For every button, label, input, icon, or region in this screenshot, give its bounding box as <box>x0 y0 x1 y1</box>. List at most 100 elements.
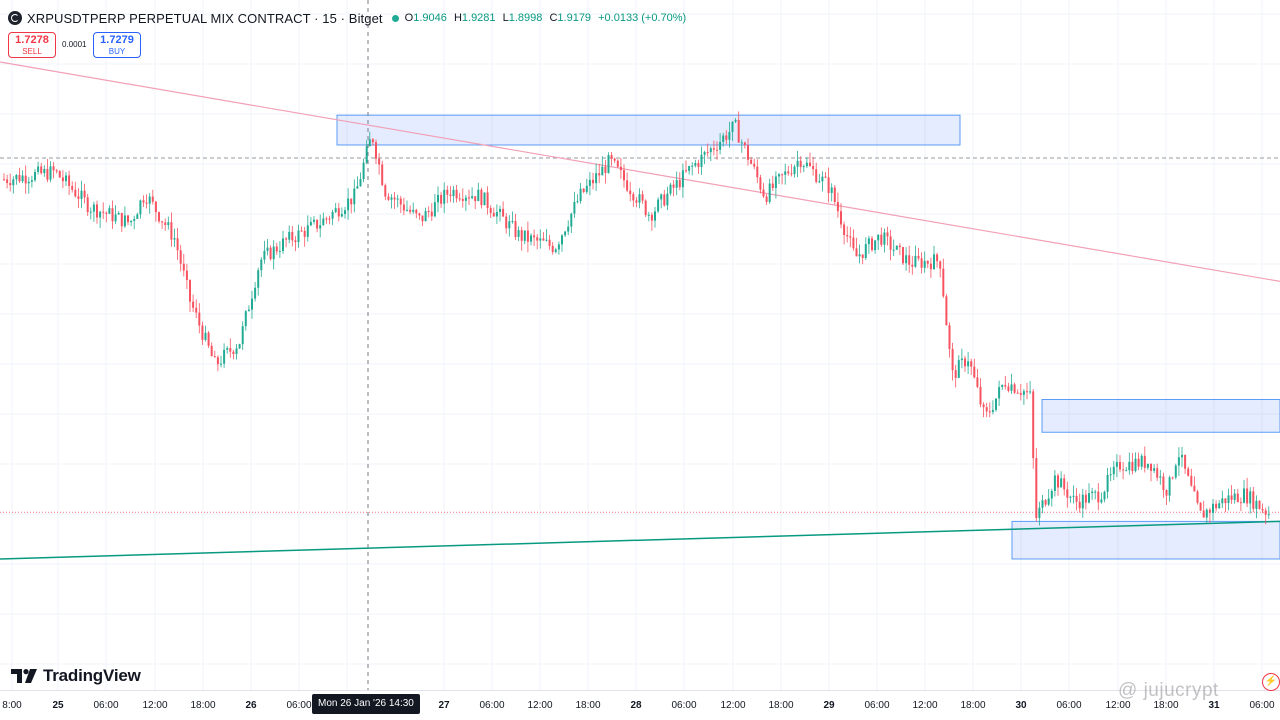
lightning-icon[interactable]: ⚡ <box>1262 673 1280 691</box>
candle-body <box>923 261 926 268</box>
candle-body <box>176 238 179 251</box>
candle-body <box>964 358 966 367</box>
candle-body <box>6 179 9 183</box>
candle-body <box>158 212 160 222</box>
candle-body <box>1221 498 1224 504</box>
candle-body <box>933 254 935 270</box>
candle-body <box>89 211 92 213</box>
candle-body <box>570 213 573 227</box>
symbol-title[interactable]: XRPUSDTPERP PERPETUAL MIX CONTRACT · 15 … <box>27 10 383 26</box>
candle-body <box>747 145 749 160</box>
candle-body <box>474 196 477 202</box>
candle-body <box>1022 391 1025 395</box>
sell-label: SELL <box>22 47 42 56</box>
candle-body <box>867 238 870 245</box>
time-axis-tick-label: 06:00 <box>671 700 697 711</box>
candle-body <box>1146 463 1149 468</box>
candle-body <box>765 196 768 202</box>
candle-body <box>353 188 356 205</box>
candle-body <box>858 254 861 257</box>
time-axis-tick-label: 06:00 <box>864 700 890 711</box>
candle-body <box>331 212 334 219</box>
candle-body <box>799 160 802 168</box>
candle-body <box>282 238 284 251</box>
candle-body <box>80 190 83 199</box>
candle-body <box>1010 384 1013 391</box>
candle-body <box>247 309 250 312</box>
candle-body <box>1060 478 1063 488</box>
candle-body <box>691 165 694 167</box>
candle-body <box>182 263 185 271</box>
candle-body <box>1212 503 1214 513</box>
candle-body <box>263 250 266 260</box>
candle-body <box>365 146 368 163</box>
time-axis-tick-label: 31 <box>1208 700 1220 711</box>
candle-body <box>1137 458 1140 467</box>
candle-body <box>1246 488 1249 504</box>
chart-marks <box>0 0 1280 690</box>
candle-body <box>654 211 656 221</box>
candle-body <box>235 348 238 355</box>
candle-body <box>514 221 517 237</box>
candle-body <box>260 259 263 271</box>
candle-body <box>96 204 98 218</box>
candle-body <box>1007 386 1010 391</box>
candle-body <box>716 149 718 151</box>
ohlc-values: O1.9046 H1.9281 L1.8998 C1.9179 +0.0133 … <box>405 12 687 24</box>
time-axis[interactable]: 8:00 25 06:00 12:00 18:00 26 06:00 27 06:00 12:00… <box>0 690 1280 720</box>
candle-body <box>840 211 842 225</box>
candle-body <box>703 152 706 155</box>
candle-body <box>830 187 833 193</box>
candle-body <box>579 188 582 202</box>
candle-body <box>127 215 129 223</box>
candle-body <box>9 182 12 186</box>
candle-body <box>142 200 145 203</box>
candle-body <box>378 158 381 165</box>
candle-body <box>328 218 331 220</box>
time-axis-tick-label: 18:00 <box>768 700 794 711</box>
candle-body <box>309 221 312 226</box>
price-chart[interactable] <box>0 0 1280 690</box>
candle-body <box>1016 392 1019 394</box>
candle-body <box>1088 493 1090 503</box>
candle-body <box>21 175 24 182</box>
candle-body <box>1100 499 1103 503</box>
time-axis-tick-label: 12:00 <box>720 700 746 711</box>
candle-body <box>1261 508 1264 511</box>
candle-body <box>483 192 486 206</box>
candle-body <box>610 155 613 159</box>
time-axis-tick-label: 06:00 <box>479 700 505 711</box>
candle-body <box>1243 488 1245 503</box>
candle-body <box>1258 500 1261 509</box>
candle-body <box>1001 385 1004 388</box>
crosshair-time-label: Mon 26 Jan '26 14:30 <box>312 694 420 714</box>
candle-body <box>809 162 811 166</box>
sell-button[interactable]: 1.7278 SELL <box>8 32 56 58</box>
candle-body <box>895 245 898 250</box>
candle-body <box>743 142 746 146</box>
candle-body <box>880 234 883 245</box>
candle-body <box>1165 490 1168 496</box>
candle-body <box>557 244 560 250</box>
candle-body <box>1044 500 1047 505</box>
tradingview-logo: TradingView <box>11 666 141 686</box>
candle-body <box>27 181 30 184</box>
candle-body <box>325 218 328 220</box>
candle-body <box>164 222 167 226</box>
candle-body <box>874 240 877 251</box>
candle-body <box>635 200 638 203</box>
time-axis-tick-label: 18:00 <box>1153 700 1179 711</box>
candle-body <box>40 166 43 174</box>
time-axis-tick-label: 12:00 <box>142 700 168 711</box>
candle-body <box>530 235 532 242</box>
candle-body <box>607 155 610 173</box>
candle-body <box>833 187 836 203</box>
buy-button[interactable]: 1.7279 BUY <box>93 32 141 58</box>
candle-body <box>334 208 337 213</box>
candle-body <box>1094 491 1097 493</box>
high-value: 1.9281 <box>461 12 496 24</box>
candle-body <box>889 236 892 250</box>
candle-body <box>1230 495 1233 500</box>
close-label: C <box>549 12 558 24</box>
candle-body <box>151 196 154 202</box>
